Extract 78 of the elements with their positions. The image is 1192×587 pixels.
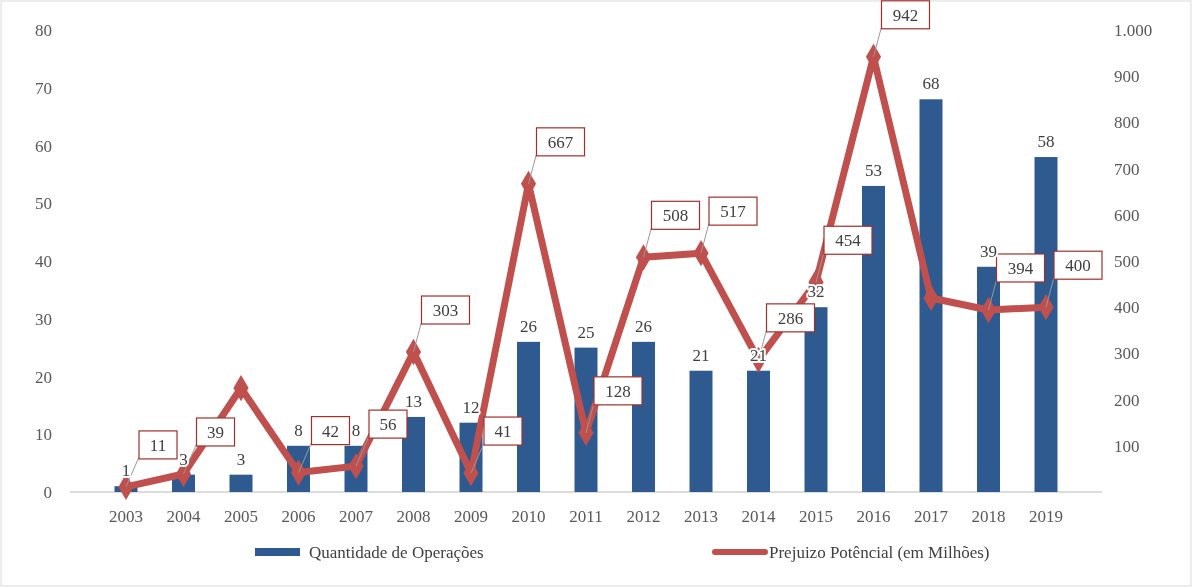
data-label: 394 bbox=[1007, 258, 1034, 278]
x-tick-label: 2006 bbox=[281, 507, 316, 526]
bar bbox=[747, 370, 770, 492]
data-label: 39 bbox=[207, 422, 224, 442]
x-tick-label: 2018 bbox=[971, 507, 1006, 526]
data-label: 942 bbox=[892, 5, 919, 25]
data-label: 3 bbox=[236, 449, 246, 469]
y-tick-label: 50 bbox=[35, 194, 52, 214]
data-label: 21 bbox=[750, 345, 767, 365]
data-label: 56 bbox=[379, 415, 397, 435]
y-tick-label: 60 bbox=[35, 136, 52, 156]
data-label: 1 bbox=[121, 461, 131, 481]
data-label: 667 bbox=[547, 132, 574, 152]
data-label: 400 bbox=[1065, 256, 1091, 276]
data-label: 26 bbox=[520, 316, 537, 336]
y2-tick-label: 1.000 bbox=[1114, 21, 1153, 40]
x-tick-label: 2007 bbox=[339, 507, 374, 526]
data-label: 128 bbox=[605, 381, 631, 401]
x-tick-label: 2011 bbox=[569, 507, 603, 526]
data-label: 286 bbox=[777, 308, 804, 328]
data-label: 12 bbox=[462, 397, 480, 417]
y2-tick-label: 400 bbox=[1114, 298, 1140, 318]
data-label: 68 bbox=[922, 74, 940, 94]
data-label: 25 bbox=[577, 322, 595, 342]
y2-tick-label: 800 bbox=[1114, 113, 1140, 133]
y-tick-label: 0 bbox=[43, 483, 52, 502]
y-tick-label: 30 bbox=[35, 309, 52, 329]
x-tick-label: 2005 bbox=[224, 507, 258, 526]
x-tick-label: 2019 bbox=[1029, 507, 1063, 526]
data-label: 42 bbox=[322, 421, 339, 441]
x-tick-label: 2013 bbox=[684, 507, 718, 526]
x-tick-label: 2017 bbox=[914, 507, 949, 526]
bar bbox=[862, 185, 885, 492]
bar bbox=[689, 370, 713, 492]
data-label: 21 bbox=[692, 345, 710, 365]
y-tick-label: 20 bbox=[35, 367, 52, 387]
bar bbox=[517, 341, 540, 492]
x-tick-label: 2008 bbox=[396, 507, 431, 526]
x-tick-label: 2012 bbox=[626, 507, 661, 526]
x-tick-label: 2014 bbox=[741, 507, 776, 526]
x-tick-label: 2015 bbox=[799, 507, 833, 526]
data-label: 454 bbox=[835, 231, 862, 251]
y2-tick-label: 700 bbox=[1114, 159, 1140, 179]
data-label: 3 bbox=[179, 449, 188, 469]
data-label: 303 bbox=[432, 301, 459, 321]
data-label: 58 bbox=[1037, 132, 1055, 152]
y-tick-label: 40 bbox=[35, 252, 52, 271]
data-label: 8 bbox=[294, 420, 303, 440]
data-label: 26 bbox=[635, 316, 652, 336]
bar bbox=[229, 474, 253, 492]
data-label: 508 bbox=[662, 206, 689, 226]
x-tick-label: 2010 bbox=[511, 507, 546, 526]
y-tick-label: 80 bbox=[35, 21, 52, 40]
data-label: 11 bbox=[149, 435, 167, 455]
y2-tick-label: 900 bbox=[1114, 67, 1140, 87]
data-label: 13 bbox=[405, 391, 422, 411]
x-tick-label: 2003 bbox=[109, 507, 143, 526]
y2-tick-label: 200 bbox=[1114, 390, 1140, 410]
data-label: 39 bbox=[980, 241, 997, 261]
bar bbox=[919, 99, 943, 492]
data-label: 53 bbox=[865, 160, 882, 180]
y-tick-label: 70 bbox=[35, 78, 52, 98]
bar bbox=[632, 341, 655, 492]
y2-tick-label: 600 bbox=[1114, 205, 1140, 225]
data-label: 517 bbox=[720, 202, 747, 222]
legend-label: Quantidade de Operações bbox=[309, 543, 484, 562]
legend-label: Prejuizo Potêncial (em Milhões) bbox=[769, 543, 990, 562]
y2-tick-label: 500 bbox=[1114, 252, 1140, 271]
x-tick-label: 2009 bbox=[454, 507, 488, 526]
y-tick-label: 10 bbox=[35, 425, 52, 445]
y2-tick-label: 100 bbox=[1114, 436, 1140, 456]
x-tick-label: 2004 bbox=[166, 507, 201, 526]
bar bbox=[402, 416, 425, 492]
y2-tick-label: 300 bbox=[1114, 344, 1140, 364]
data-label: 8 bbox=[351, 420, 361, 440]
bar bbox=[977, 266, 1000, 492]
data-label: 41 bbox=[494, 422, 512, 442]
x-tick-label: 2016 bbox=[856, 507, 891, 526]
